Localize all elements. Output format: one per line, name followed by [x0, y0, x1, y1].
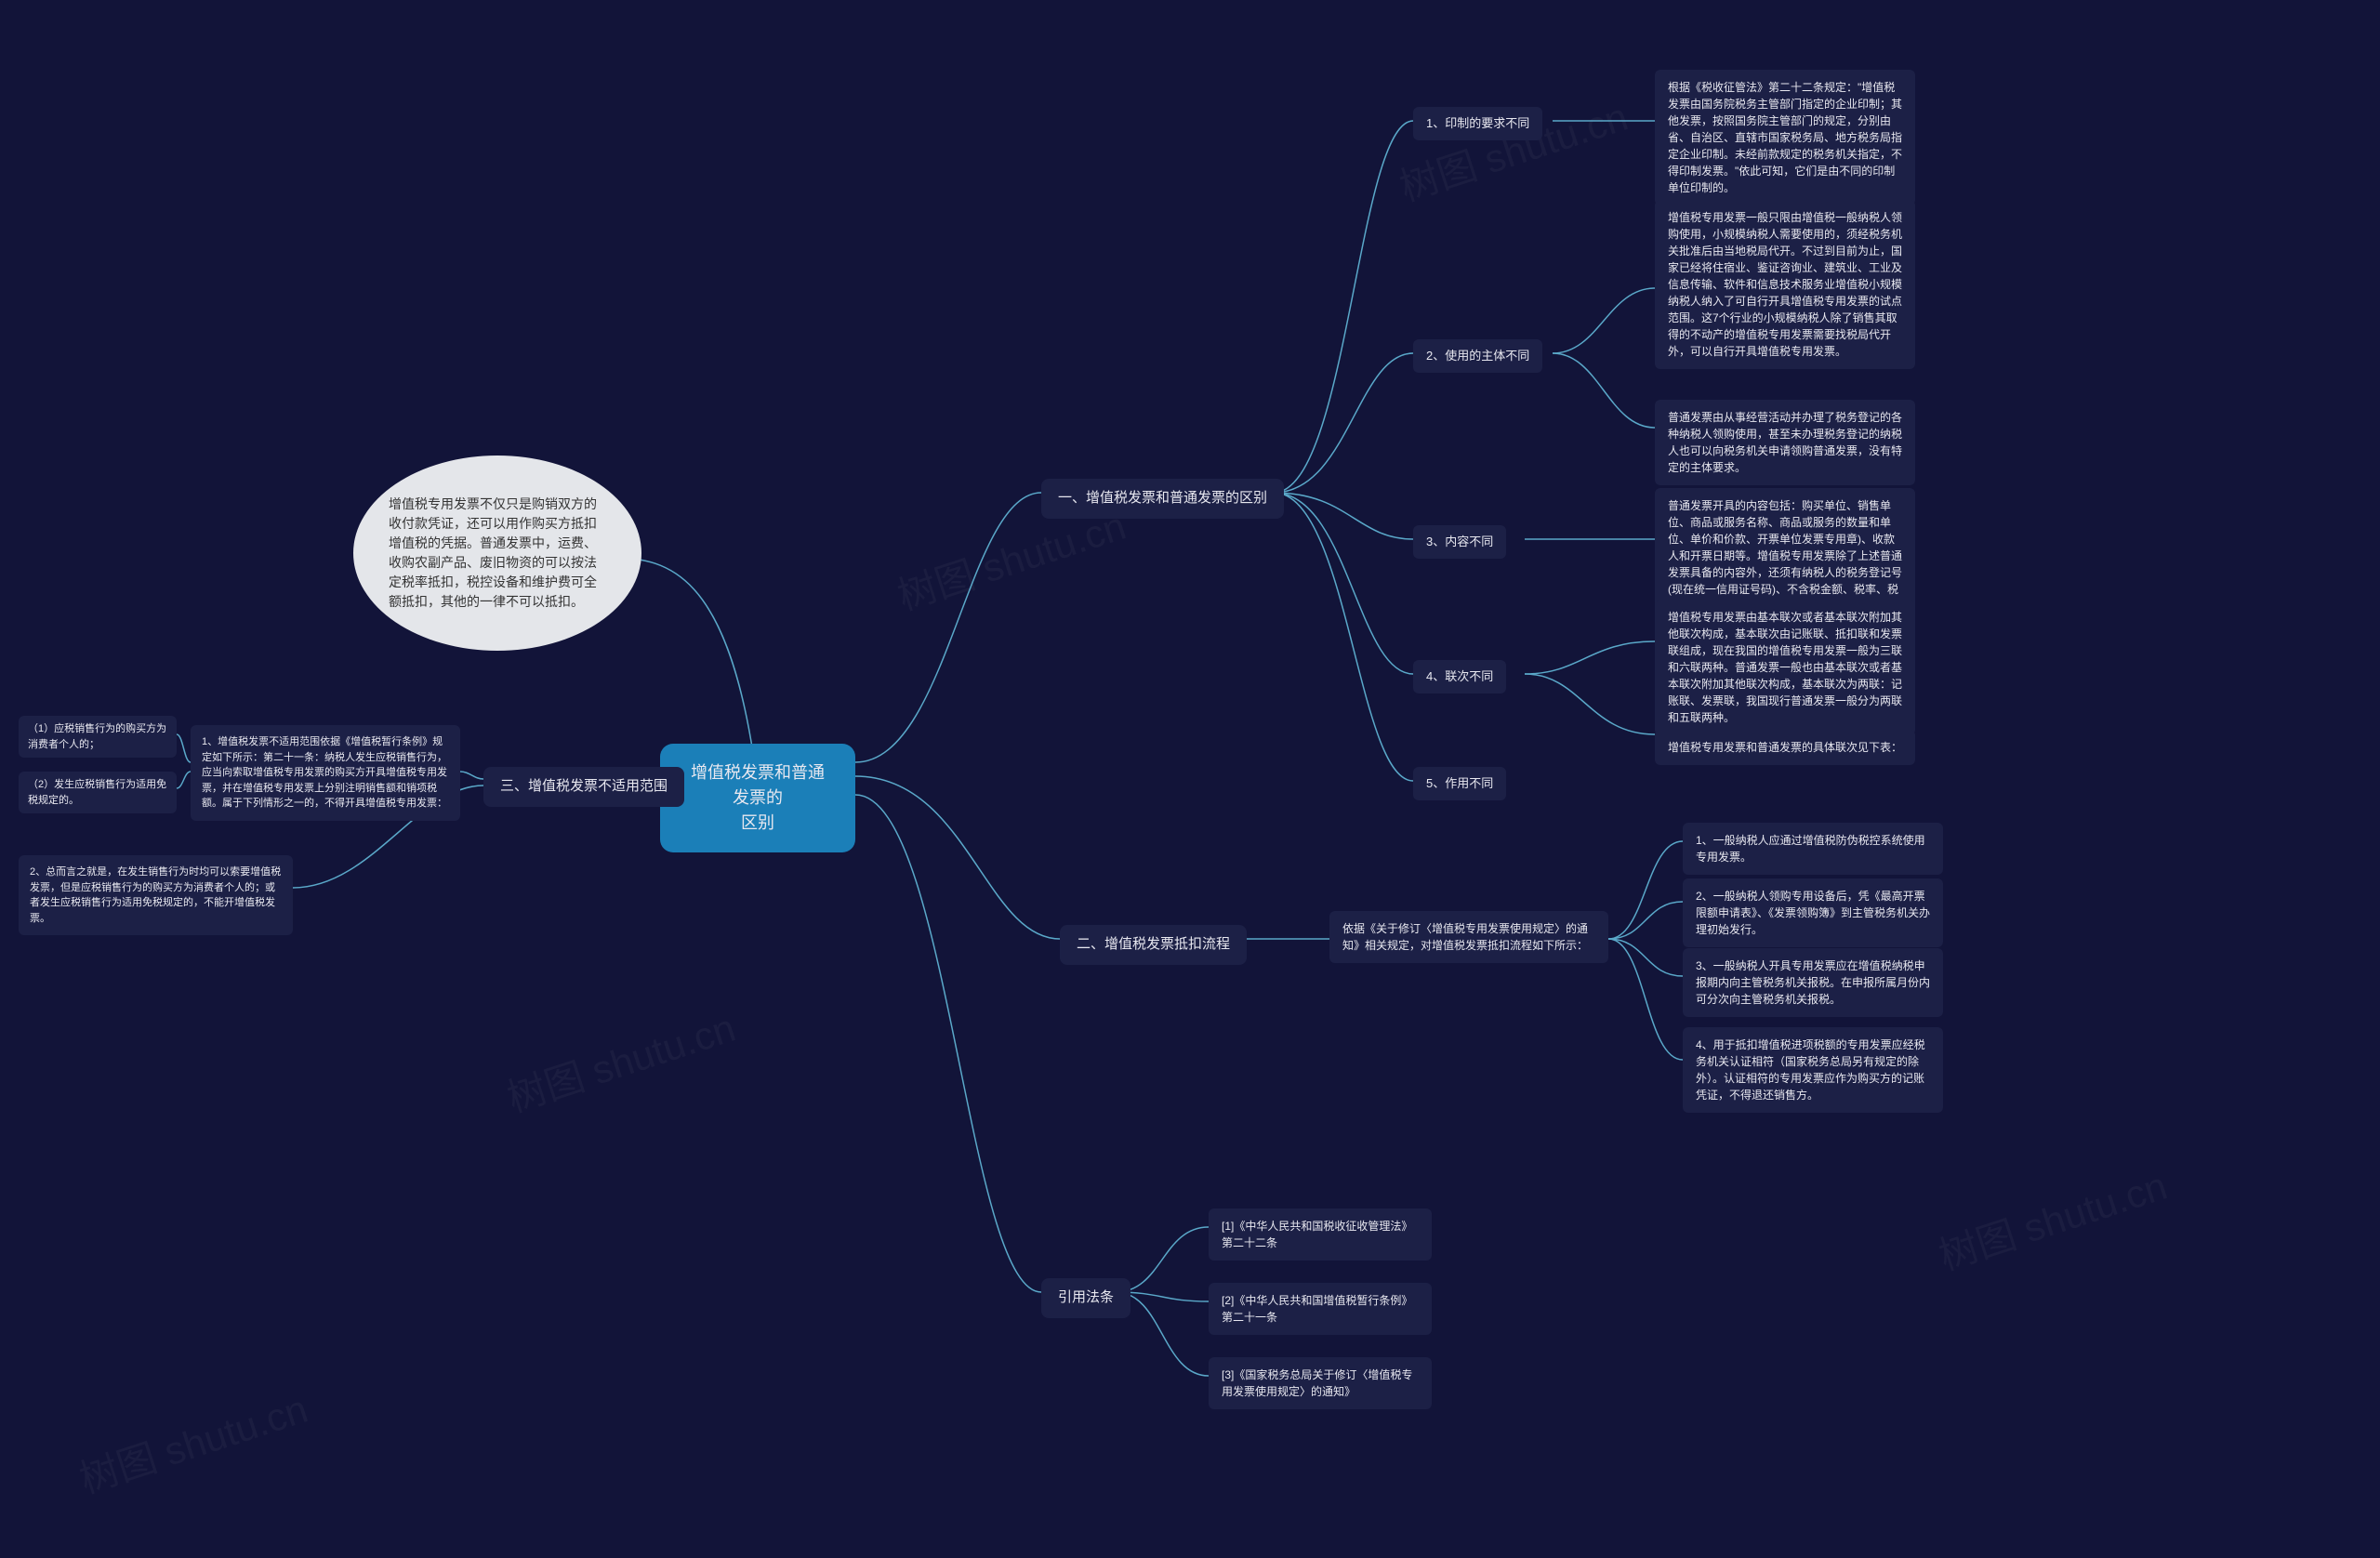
b1-s4: 4、联次不同: [1413, 660, 1506, 693]
watermark: 树图 shutu.cn: [1931, 1155, 2174, 1282]
b2-l3: 3、一般纳税人开具专用发票应在增值税纳税申报期内向主管税务机关报税。在申报所属月…: [1683, 948, 1943, 1017]
root-title-2: 区别: [684, 811, 831, 836]
b4-l2: [2]《中华人民共和国增值税暂行条例》第二十一条: [1209, 1283, 1432, 1335]
b2-l1: 1、一般纳税人应通过增值税防伪税控系统使用专用发票。: [1683, 823, 1943, 875]
b1-s4-leaf2: 增值税专用发票和普通发票的具体联次见下表：: [1655, 730, 1915, 765]
b2-l2: 2、一般纳税人领购专用设备后，凭《最高开票限额申请表》、《发票领购簿》到主管税务…: [1683, 878, 1943, 947]
b1-s2-leaf1: 增值税专用发票一般只限由增值税一般纳税人领购使用，小规模纳税人需要使用的，须经税…: [1655, 200, 1915, 369]
b1-s2: 2、使用的主体不同: [1413, 339, 1542, 373]
b2-desc: 依据《关于修订〈增值税专用发票使用规定〉的通知》相关规定，对增值税发票抵扣流程如…: [1329, 911, 1608, 963]
b3-s2-v: 2、总而言之就是，在发生销售行为时均可以索要增值税发票，但是应税销售行为的购买方…: [19, 855, 293, 935]
b2-l4: 4、用于抵扣增值税进项税额的专用发票应经税务机关认证相符（国家税务总局另有规定的…: [1683, 1027, 1943, 1113]
b3-c1-v: （1）应税销售行为的购买方为消费者个人的；: [19, 716, 177, 758]
b4-l3: [3]《国家税务总局关于修订〈增值税专用发票使用规定〉的通知》: [1209, 1357, 1432, 1409]
b1-s5: 5、作用不同: [1413, 767, 1506, 800]
root-node: 增值税发票和普通发票的 区别: [660, 744, 855, 852]
intro-text: 增值税专用发票不仅只是购销双方的收付款凭证，还可以用作购买方抵扣增值税的凭据。普…: [389, 495, 606, 612]
b1-s3: 3、内容不同: [1413, 525, 1506, 559]
branch-2: 二、增值税发票抵扣流程: [1060, 925, 1247, 965]
root-title-1: 增值税发票和普通发票的: [684, 760, 831, 811]
b3-c2-v: （2）发生应税销售行为适用免税规定的。: [19, 772, 177, 813]
watermark: 树图 shutu.cn: [499, 997, 742, 1124]
watermark: 树图 shutu.cn: [72, 1378, 314, 1505]
b3-s1-v: 1、增值税发票不适用范围依据《增值税暂行条例》规定如下所示：第二十一条：纳税人发…: [191, 725, 460, 821]
branch-4: 引用法条: [1041, 1278, 1130, 1318]
b1-s2-leaf2: 普通发票由从事经营活动并办理了税务登记的各种纳税人领购使用，甚至未办理税务登记的…: [1655, 400, 1915, 485]
b1-s1-leaf: 根据《税收征管法》第二十二条规定："增值税发票由国务院税务主管部门指定的企业印制…: [1655, 70, 1915, 205]
b4-l1: [1]《中华人民共和国税收征收管理法》第二十二条: [1209, 1208, 1432, 1261]
b1-s1: 1、印制的要求不同: [1413, 107, 1542, 140]
branch-3: 三、增值税发票不适用范围: [483, 767, 684, 807]
b1-s4-leaf1: 增值税专用发票由基本联次或者基本联次附加其他联次构成，基本联次由记账联、抵扣联和…: [1655, 600, 1915, 735]
branch-1: 一、增值税发票和普通发票的区别: [1041, 479, 1284, 519]
intro-bubble: 增值税专用发票不仅只是购销双方的收付款凭证，还可以用作购买方抵扣增值税的凭据。普…: [353, 456, 641, 651]
watermark: 树图 shutu.cn: [1392, 86, 1634, 213]
